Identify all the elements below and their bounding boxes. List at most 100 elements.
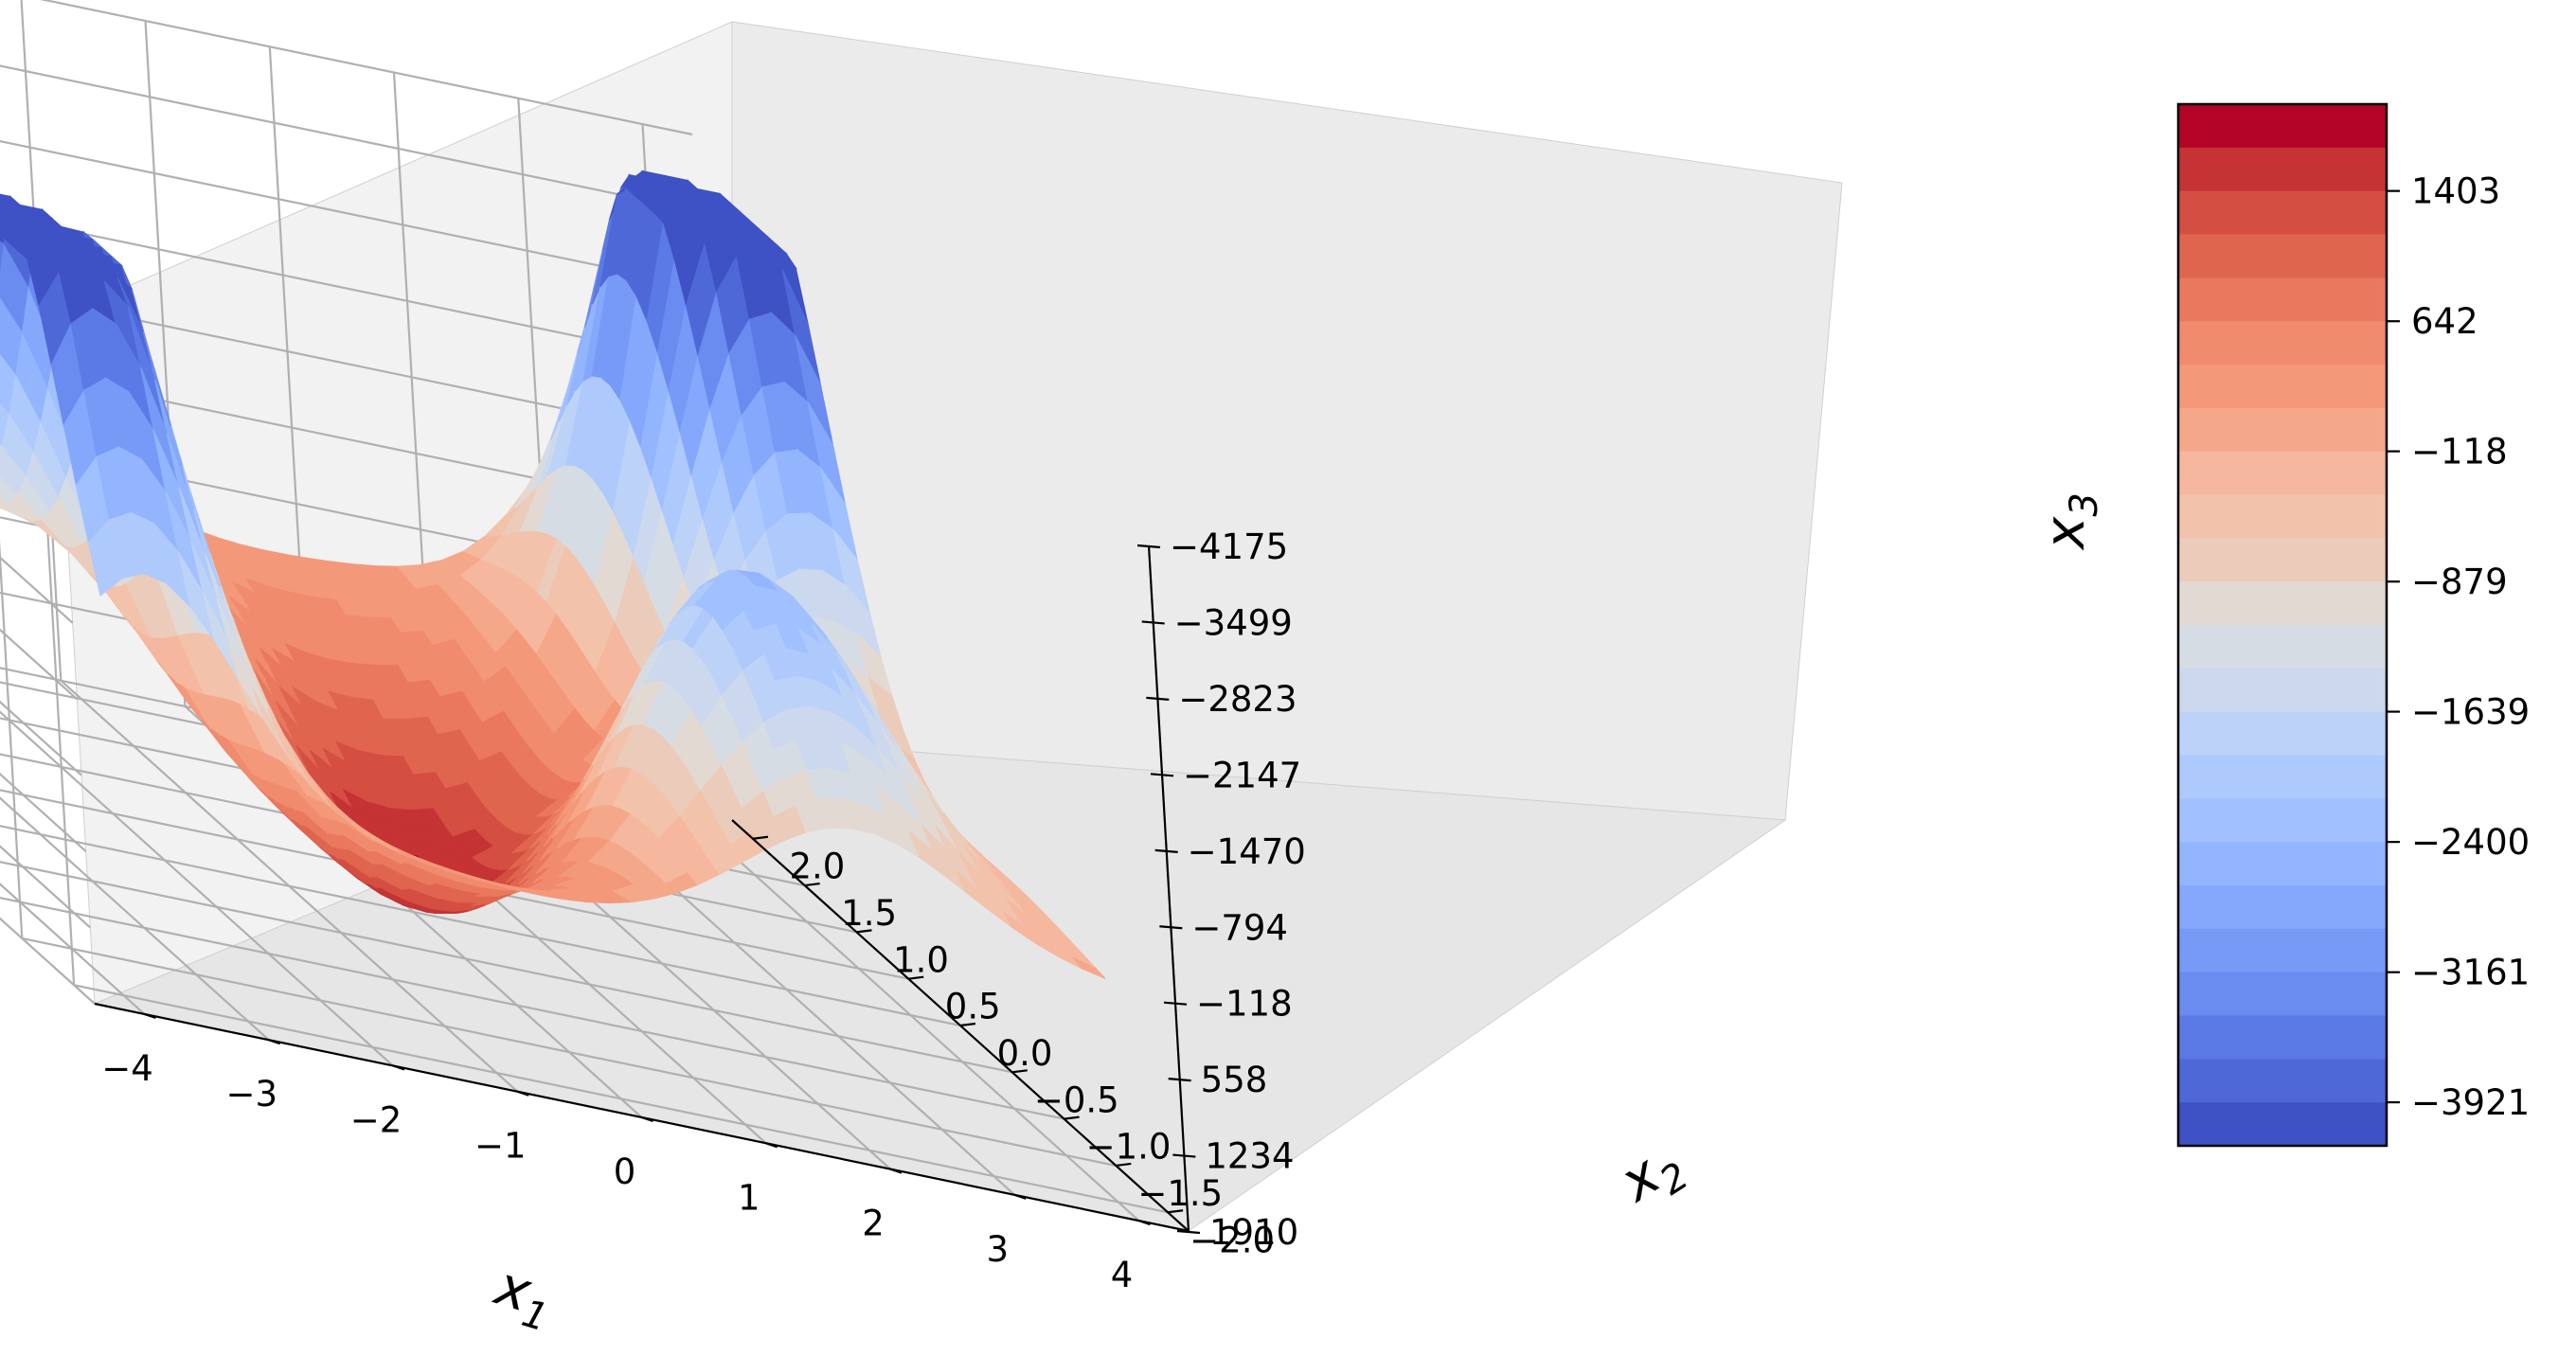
colorbar-tick-label: −3161 [2411, 953, 2530, 993]
x3-tick-mark [1159, 925, 1183, 930]
surface-mesh [0, 170, 1106, 979]
grid-line-z [0, 64, 697, 396]
colorbar-band [2178, 234, 2387, 278]
colorbar-band [2178, 538, 2387, 582]
colorbar-band [2178, 711, 2387, 757]
x1-tick-mark [268, 1039, 281, 1045]
x1-tick-mark [144, 1012, 156, 1019]
x1-tick-mark [641, 1115, 653, 1123]
x2-axis-title: x2 [1607, 1129, 1696, 1222]
x3-tick-mark [1146, 696, 1170, 701]
colorbar-tick-labels: 1403 642 −118 −879 −1639 −2400 −3161 −3921 [2387, 171, 2530, 1123]
x2-tick-mark [1064, 1115, 1080, 1120]
colorbar-band [2178, 277, 2387, 322]
x3-tick-label: 1234 [1205, 1136, 1294, 1177]
colorbar-band [2178, 842, 2387, 886]
x3-tick-mark [1150, 773, 1174, 777]
colorbar-band [2178, 104, 2387, 149]
x2-tick-mark [908, 975, 924, 980]
colorbar-tick-label: −3921 [2411, 1082, 2530, 1123]
colorbar-band [2178, 668, 2387, 713]
colorbar [2176, 102, 2388, 1148]
x2-tick-mark [1011, 1069, 1028, 1074]
grid-line-x [0, 710, 394, 1067]
colorbar-band [2178, 1059, 2387, 1103]
x2-tick-label: 2.0 [789, 847, 845, 887]
colorbar-band [2178, 885, 2387, 930]
x3-tick-label: −4175 [1170, 526, 1288, 567]
x2-tick-label: −0.5 [1034, 1079, 1119, 1120]
grid-line-z [0, 366, 715, 701]
colorbar-band [2178, 321, 2387, 366]
x2-tick-mark [856, 929, 872, 934]
x2-tick-mark [1116, 1162, 1132, 1168]
x2-tick-label: 1.0 [893, 939, 949, 980]
x1-tick-label: −1 [474, 1126, 527, 1167]
grid-line-z [0, 0, 693, 319]
x1-tick-mark [889, 1168, 903, 1174]
x3-tick-mark [1163, 1001, 1188, 1006]
x1-tick-mark [1013, 1193, 1027, 1200]
x1-tick-mark [516, 1090, 529, 1097]
grid-line-y [0, 897, 1064, 1120]
grid-line-y [0, 861, 1013, 1074]
x3-axis-title: x3 [2032, 492, 2106, 551]
colorbar-band [2178, 755, 2387, 799]
x3-tick-mark [1176, 1229, 1201, 1235]
colorbar-band [2178, 147, 2387, 192]
x1-tick-label: 0 [614, 1151, 636, 1192]
x2-tick-label: 0.0 [997, 1033, 1053, 1074]
x3-tick-mark [1136, 544, 1161, 549]
x1-tick-label: 1 [738, 1177, 760, 1218]
colorbar-tick-label: −1639 [2411, 692, 2530, 733]
colorbar-tick-label: 1403 [2411, 171, 2500, 212]
colorbar-band [2178, 190, 2387, 236]
x3-tick-label: −118 [1196, 984, 1293, 1025]
x3-tick-mark [1168, 1078, 1191, 1082]
x1-tick-labels: −4 −3 −2 −1 0 1 2 3 4 [101, 1012, 1151, 1295]
x1-tick-label: 4 [1111, 1255, 1134, 1295]
x3-tick-mark [1141, 620, 1165, 625]
x3-tick-label: 558 [1201, 1060, 1268, 1100]
colorbar-band [2178, 1015, 2387, 1060]
x2-tick-labels: −2.0 −1.5 −1.0 −0.5 0.0 0.5 1.0 1.5 2.0 [752, 835, 1275, 1260]
x3-tick-label: −2823 [1178, 679, 1297, 720]
colorbar-tick-label: 642 [2411, 301, 2478, 342]
x1-tick-mark [1138, 1220, 1151, 1226]
colorbar-band [2178, 365, 2387, 409]
grid-line-y [0, 789, 909, 980]
colorbar-tick-label: −118 [2411, 432, 2508, 473]
grid-line-z [0, 139, 702, 472]
x1-tick-label: 2 [862, 1204, 885, 1244]
colorbar-band [2178, 625, 2387, 669]
colorbar-band [2178, 928, 2387, 973]
x3-tick-label: −794 [1191, 907, 1288, 948]
x2-tick-mark [959, 1022, 976, 1027]
colorbar-band [2178, 407, 2387, 453]
colorbar-band [2178, 1102, 2387, 1147]
colorbar-band [2178, 581, 2387, 626]
grid-line-z [0, 290, 710, 624]
x1-tick-label: −4 [101, 1048, 153, 1089]
surface-patch [1072, 956, 1106, 979]
x2-tick-mark [1167, 1209, 1184, 1214]
x3-tick-label: −1470 [1188, 831, 1306, 872]
grid-line-x [0, 796, 270, 1042]
colorbar-tick-label: −2400 [2411, 822, 2530, 863]
x1-tick-mark [765, 1142, 778, 1149]
x2-tick-label: 0.5 [945, 987, 1001, 1027]
x1-tick-label: −2 [350, 1099, 402, 1140]
x2-tick-label: −1.5 [1137, 1173, 1223, 1214]
colorbar-tick-label: −879 [2411, 562, 2508, 602]
colorbar-band [2178, 972, 2387, 1017]
x2-tick-label: −1.0 [1086, 1127, 1172, 1168]
x1-tick-label: −3 [225, 1074, 277, 1115]
colorbar-frame [2176, 102, 2388, 1148]
x3-axis-line [1147, 544, 1190, 1232]
grid-line-z [0, 440, 720, 776]
x2-tick-label: 1.5 [841, 893, 897, 934]
colorbar-band [2178, 494, 2387, 539]
x3-tick-label: 1910 [1209, 1212, 1298, 1253]
colorbar-band [2178, 451, 2387, 496]
